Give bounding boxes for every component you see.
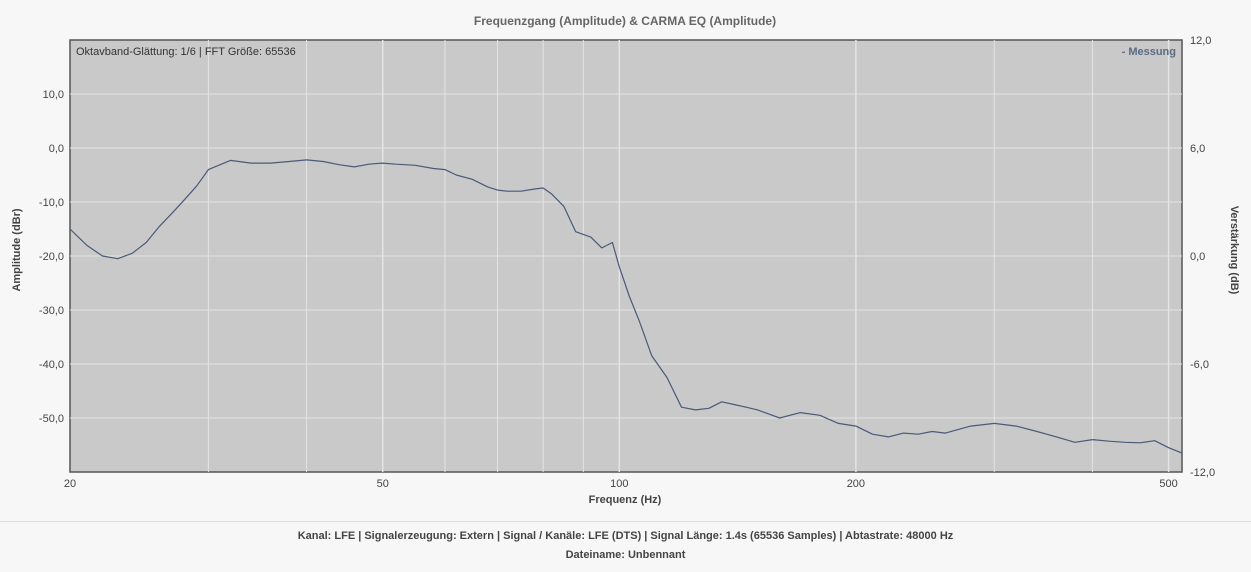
signal-info: Kanal: LFE | Signalerzeugung: Extern | S… bbox=[297, 530, 954, 542]
y-tick-label: 10,0 bbox=[43, 89, 64, 101]
x-axis: 20 50 100 200 500 bbox=[64, 478, 1178, 490]
x-axis-title: Frequenz (Hz) bbox=[589, 494, 662, 506]
y2-axis-title: Verstärkung (dB) bbox=[1228, 206, 1240, 295]
chart-title: Frequenzgang (Amplitude) & CARMA EQ (Amp… bbox=[474, 14, 776, 28]
x-tick-label: 20 bbox=[64, 478, 76, 490]
status-footer: Kanal: LFE | Signalerzeugung: Extern | S… bbox=[0, 521, 1251, 572]
y-tick-label: -50,0 bbox=[39, 413, 64, 425]
y-tick-label: -20,0 bbox=[39, 251, 64, 263]
file-name: Dateiname: Unbennant bbox=[565, 549, 686, 561]
series-line-messung bbox=[69, 159, 1183, 454]
y2-tick-label: -12,0 bbox=[1190, 467, 1215, 479]
series-group bbox=[69, 159, 1183, 454]
y-tick-label: -30,0 bbox=[39, 305, 64, 317]
y2-tick-label: -6,0 bbox=[1190, 359, 1209, 371]
y-tick-label: 0,0 bbox=[49, 143, 64, 155]
x-tick-label: 100 bbox=[610, 478, 628, 490]
x-tick-label: 500 bbox=[1159, 478, 1177, 490]
y-axis-right: 12,0 6,0 0,0 -6,0 -12,0 bbox=[1190, 35, 1215, 479]
y2-tick-label: 12,0 bbox=[1190, 35, 1211, 47]
y-axis-title: Amplitude (dBr) bbox=[11, 208, 23, 291]
y-axis-left: 10,0 0,0 -10,0 -20,0 -30,0 -40,0 -50,0 bbox=[39, 89, 64, 425]
y-tick-label: -40,0 bbox=[39, 359, 64, 371]
y-tick-label: -10,0 bbox=[39, 197, 64, 209]
legend-entry-messung[interactable]: - Messung bbox=[1122, 46, 1176, 58]
x-tick-label: 200 bbox=[847, 478, 865, 490]
frequency-response-chart: Frequenzgang (Amplitude) & CARMA EQ (Amp… bbox=[11, 14, 1240, 506]
grid-lines bbox=[70, 40, 1182, 472]
info-text: Oktavband-Glättung: 1/6 | FFT Größe: 655… bbox=[76, 46, 296, 58]
y2-tick-label: 0,0 bbox=[1190, 251, 1205, 263]
y2-tick-label: 6,0 bbox=[1190, 143, 1205, 155]
x-tick-label: 50 bbox=[377, 478, 389, 490]
